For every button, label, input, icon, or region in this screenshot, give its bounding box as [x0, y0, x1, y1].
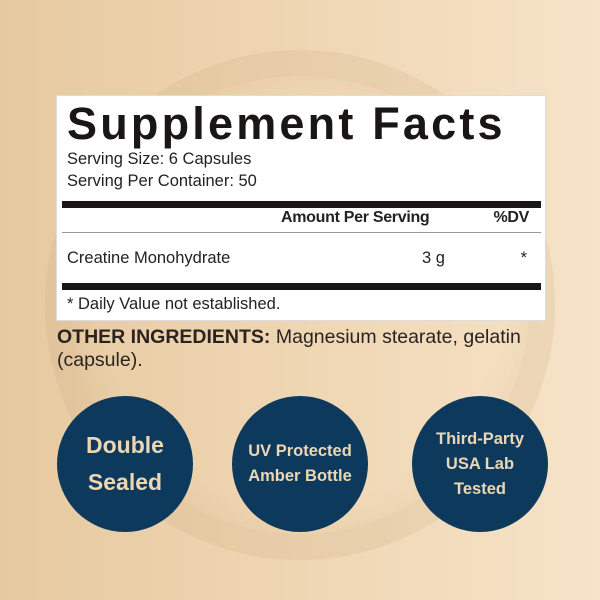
label-title: Supplement Facts — [67, 98, 506, 149]
ingredient-dv: * — [520, 249, 527, 267]
badge-double-sealed: Double Sealed — [57, 396, 193, 532]
other-ingredients-text: Magnesium stearate, gelatin (capsule). — [57, 326, 521, 371]
badge-line: Tested — [454, 479, 506, 498]
other-ingredients: OTHER INGREDIENTS: Magnesium stearate, g… — [57, 326, 557, 372]
col-dv-header: %DV — [493, 209, 529, 226]
servings-per-container: Serving Per Container: 50 — [67, 172, 257, 190]
serving-size: Serving Size: 6 Capsules — [67, 150, 252, 168]
badge-line: Third-Party — [435, 429, 524, 448]
badge-line: Sealed — [87, 469, 163, 495]
ingredient-name: Creatine Monohydrate — [67, 249, 231, 267]
ingredient-amount: 3 g — [422, 249, 445, 267]
divider-thin — [62, 232, 541, 233]
supplement-facts-label: Supplement Facts Serving Size: 6 Capsule… — [56, 95, 546, 321]
badge-line: Amber Bottle — [248, 467, 352, 485]
badge-line: Double — [86, 432, 164, 458]
footnote: * Daily Value not established. — [67, 295, 281, 313]
badge-line: USA Lab — [445, 454, 515, 473]
badge-line: UV Protected — [248, 442, 352, 460]
badge-uv-protected: UV Protected Amber Bottle — [232, 396, 368, 532]
col-amount-header: Amount Per Serving — [281, 209, 430, 226]
divider-thick — [62, 283, 541, 290]
divider-thick — [62, 201, 541, 208]
other-ingredients-heading: OTHER INGREDIENTS: — [57, 326, 271, 348]
badge-third-party-tested: Third-Party USA Lab Tested — [412, 396, 548, 532]
